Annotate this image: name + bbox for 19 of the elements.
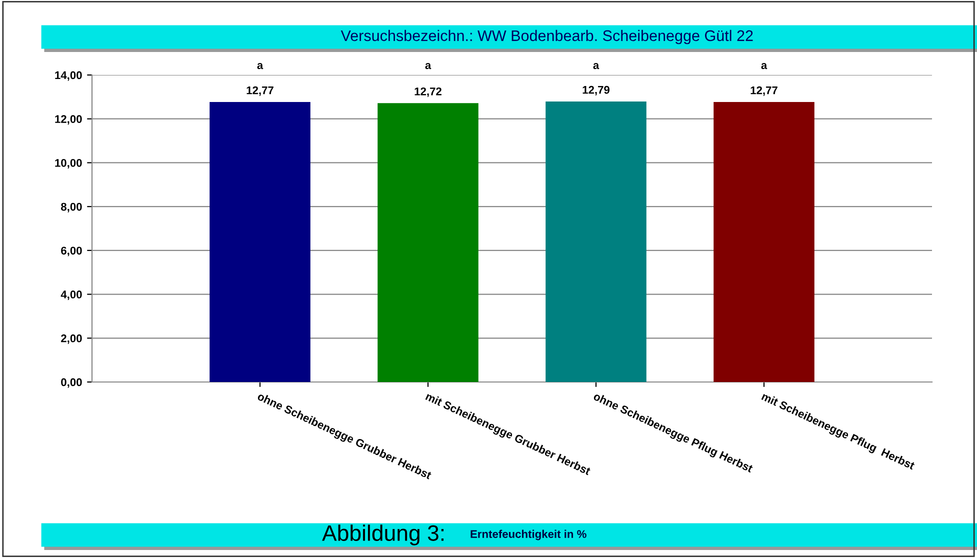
data-label: 12,72 <box>414 87 442 97</box>
data-label: 12,79 <box>582 86 610 96</box>
text: a <box>425 63 432 70</box>
y-tick-label: 0,00 <box>61 378 82 388</box>
y-tick-label: 6,00 <box>61 246 82 256</box>
chart-title: Versuchsbezeichn.: WW Bodenbearb. Scheibenegge Gütl 22 <box>340 30 753 44</box>
text: a <box>257 63 264 70</box>
text: a <box>761 63 768 70</box>
data-label: 12,77 <box>750 86 778 96</box>
y-tick-label: 8,00 <box>61 202 82 212</box>
text: Abbildung 3: <box>322 524 444 546</box>
y-tick-label: 10,00 <box>55 158 82 168</box>
y-tick-label: 2,00 <box>61 334 82 344</box>
text: Erntefeuchtigkeit in % <box>470 530 586 540</box>
y-tick-label: 14,00 <box>55 71 82 81</box>
y-tick-label: 12,00 <box>55 115 82 125</box>
data-label: 12,77 <box>246 86 274 96</box>
y-tick-label: 4,00 <box>60 290 82 300</box>
text: a <box>593 63 600 70</box>
